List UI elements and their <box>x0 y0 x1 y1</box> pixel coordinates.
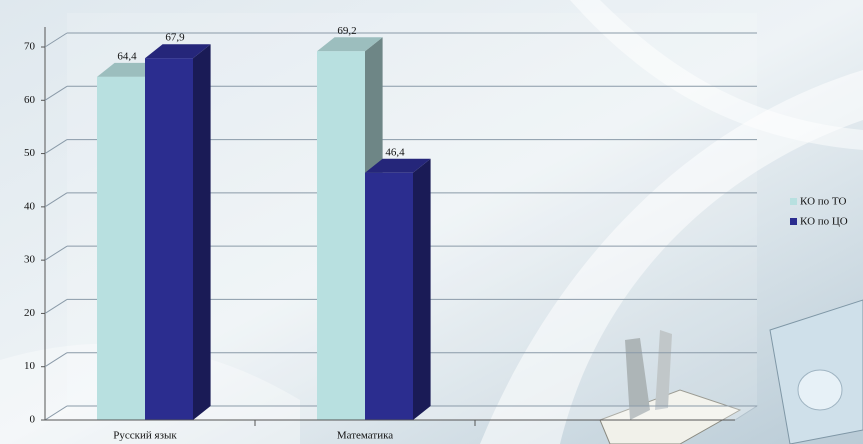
y-tick-label: 20 <box>24 307 36 319</box>
y-tick-label: 0 <box>30 414 36 426</box>
bar <box>365 172 413 420</box>
swoosh <box>480 70 863 444</box>
legend-swatch <box>790 198 797 205</box>
grid-line <box>44 299 68 314</box>
grid-line <box>44 405 68 421</box>
bar-top <box>145 44 211 59</box>
bar <box>317 51 365 421</box>
bar-top <box>365 158 431 173</box>
grid-line <box>44 85 68 101</box>
swoosh <box>570 0 863 150</box>
legend-swatch <box>790 218 797 225</box>
data-label: 69,2 <box>337 25 356 37</box>
legend-label: КО по ТО <box>800 196 846 208</box>
data-label: 64,4 <box>117 50 137 62</box>
grid-line <box>44 32 68 48</box>
bar <box>97 76 145 420</box>
y-tick-label: 50 <box>24 147 36 159</box>
data-label: 67,9 <box>165 32 185 44</box>
data-label: 46,4 <box>385 146 405 158</box>
bar-top <box>317 37 383 52</box>
grid-line <box>44 139 68 154</box>
y-tick-label: 70 <box>24 41 36 53</box>
grid-line <box>44 192 68 208</box>
grid-line <box>44 352 68 368</box>
laptop-illustration <box>599 299 863 444</box>
legend-label: КО по ЦО <box>800 216 848 228</box>
x-tick-label: Математика <box>337 430 393 442</box>
y-tick-label: 30 <box>24 254 36 266</box>
bar <box>145 58 193 420</box>
y-tick-label: 10 <box>24 360 36 372</box>
grid-line <box>44 245 68 261</box>
bar-side <box>193 44 211 420</box>
y-tick-label: 40 <box>24 200 36 212</box>
y-tick-label: 60 <box>24 94 36 106</box>
x-tick-label: Русский язык <box>113 430 177 442</box>
bar-side <box>413 158 431 421</box>
